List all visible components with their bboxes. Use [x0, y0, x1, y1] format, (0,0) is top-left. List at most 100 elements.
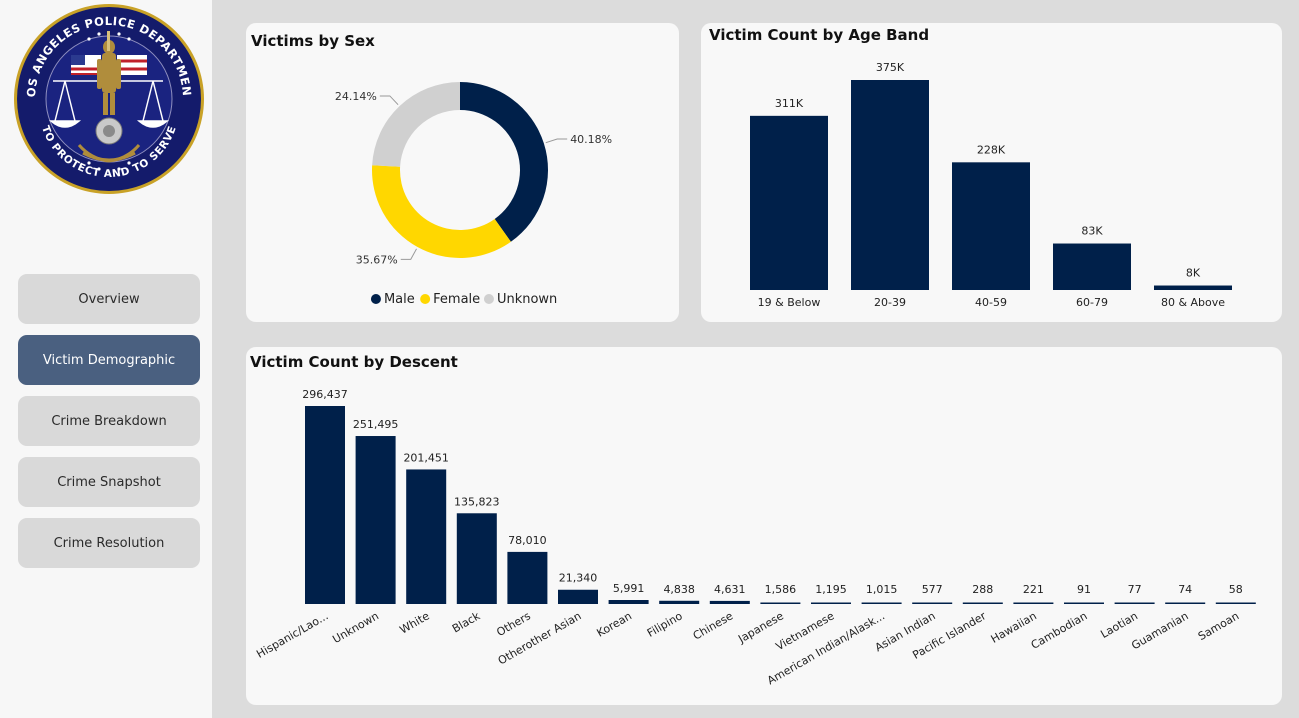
descent-bar-cambodian[interactable]	[1064, 602, 1104, 605]
descent-bar-vietnamese[interactable]	[811, 602, 851, 605]
descent-bar-chinese[interactable]	[709, 600, 750, 604]
descent-bar-asian-indian[interactable]	[912, 602, 953, 605]
donut-leader-line	[545, 138, 568, 144]
descent-category-label: Laotian	[1098, 609, 1140, 641]
legend-label-female[interactable]: Female	[433, 292, 480, 307]
nav-crime-snapshot-label: Crime Snapshot	[57, 474, 161, 490]
descent-value-label: 221	[1023, 583, 1044, 596]
logo-flag-right	[117, 55, 147, 75]
descent-chart: 296,437 Hispanic/Lao... 251,495 Unknown 201,…	[254, 388, 1256, 687]
descent-category-label: White	[397, 609, 431, 636]
descent-value-label: 288	[972, 583, 993, 596]
age-bar-80-above[interactable]	[1154, 285, 1232, 290]
descent-bar-hispanic-lao[interactable]	[305, 406, 345, 604]
logo-laurel-icon	[77, 144, 141, 163]
descent-bar-laotian[interactable]	[1114, 602, 1155, 605]
age-value-label: 375K	[876, 61, 905, 74]
nav-overview-label: Overview	[78, 291, 140, 307]
descent-value-label: 74	[1178, 583, 1192, 596]
descent-category-label: Filipino	[645, 609, 685, 640]
descent-category-label: Chinese	[691, 609, 736, 642]
descent-value-label: 5,991	[613, 582, 645, 595]
age-bar-19-below[interactable]	[750, 115, 828, 290]
donut-slice-male[interactable]	[460, 82, 548, 242]
age-category-label: 40-59	[975, 296, 1007, 309]
nav-crime-resolution[interactable]: Crime Resolution	[18, 518, 200, 568]
descent-bar-otherother-asian[interactable]	[558, 589, 598, 604]
descent-value-label: 1,015	[866, 583, 898, 596]
age-category-label: 80 & Above	[1161, 296, 1225, 309]
logo-statue-icon	[97, 31, 121, 115]
descent-bar-white[interactable]	[406, 469, 447, 604]
descent-title: Victim Count by Descent	[250, 353, 458, 371]
legend-dot-male	[370, 294, 381, 304]
donut-label-unknown: 24.14%	[335, 90, 377, 103]
donut-slice-female[interactable]	[372, 165, 511, 258]
logo-scales-icon	[48, 80, 170, 128]
nav-crime-snapshot[interactable]: Crime Snapshot	[18, 457, 200, 507]
descent-category-label: Korean	[595, 609, 635, 639]
descent-value-label: 1,195	[815, 583, 847, 596]
age-value-label: 83K	[1081, 225, 1103, 238]
victims-by-sex-card: Victims by Sex 40.18% 35.67% 24.14% Male Fe…	[246, 23, 679, 322]
descent-category-label: Black	[450, 609, 483, 635]
descent-value-label: 201,451	[403, 451, 449, 464]
descent-bar-japanese[interactable]	[760, 602, 801, 605]
descent-category-label: Samoan	[1196, 609, 1241, 643]
nav-victim-demographic-label: Victim Demographic	[42, 352, 176, 368]
descent-value-label: 91	[1077, 583, 1091, 596]
donut-slice-unknown[interactable]	[372, 82, 460, 167]
descent-category-label: Unknown	[330, 609, 381, 646]
descent-bar-filipino[interactable]	[659, 600, 700, 604]
descent-card: Victim Count by Descent 296,437 Hispanic/…	[246, 347, 1282, 705]
descent-bar-unknown[interactable]	[355, 436, 396, 604]
descent-bar-american-indian-alask[interactable]	[861, 602, 902, 605]
legend-dot-unknown	[483, 294, 494, 304]
descent-value-label: 77	[1128, 583, 1142, 596]
age-category-label: 19 & Below	[758, 296, 821, 309]
legend-dot-female	[420, 294, 431, 304]
descent-bar-others[interactable]	[507, 551, 548, 604]
descent-value-label: 21,340	[559, 572, 598, 585]
age-bar-20-39[interactable]	[851, 80, 929, 290]
age-bar-40-59[interactable]	[952, 162, 1030, 290]
descent-bar-guamanian[interactable]	[1165, 602, 1206, 605]
descent-value-label: 577	[922, 583, 943, 596]
descent-bar-black[interactable]	[456, 513, 497, 604]
descent-bar-pacific-islander[interactable]	[962, 602, 1003, 605]
legend-label-unknown[interactable]: Unknown	[497, 292, 557, 307]
age-value-label: 311K	[775, 97, 804, 110]
logo-badge-center	[103, 125, 115, 137]
logo-stars-icon	[87, 32, 131, 171]
descent-value-label: 58	[1229, 583, 1243, 596]
age-bar-60-79[interactable]	[1053, 243, 1131, 290]
nav-crime-resolution-label: Crime Resolution	[53, 535, 165, 551]
descent-value-label: 251,495	[353, 418, 399, 431]
age-category-label: 60-79	[1076, 296, 1108, 309]
descent-category-label: Others	[494, 609, 533, 639]
age-band-chart: 311K 19 & Below 375K 20-39 228K 40-59 83K 60-79…	[750, 61, 1232, 309]
descent-value-label: 1,586	[765, 583, 797, 596]
descent-bar-hawaiian[interactable]	[1013, 602, 1054, 605]
age-band-title: Victim Count by Age Band	[709, 26, 930, 44]
nav-crime-breakdown[interactable]: Crime Breakdown	[18, 396, 200, 446]
victims-by-sex-title: Victims by Sex	[251, 32, 375, 50]
descent-value-label: 135,823	[454, 495, 500, 508]
descent-value-label: 296,437	[302, 388, 348, 401]
age-value-label: 228K	[977, 143, 1006, 156]
descent-bar-korean[interactable]	[608, 599, 649, 604]
legend-label-male[interactable]: Male	[384, 292, 415, 307]
donut-label-female: 35.67%	[356, 253, 398, 266]
descent-category-label: Cambodian	[1029, 609, 1090, 652]
descent-category-label: Otherother Asian	[496, 609, 584, 667]
nav-overview[interactable]: Overview	[18, 274, 200, 324]
descent-category-label: Hispanic/Lao...	[254, 609, 330, 660]
nav-victim-demographic[interactable]: Victim Demographic	[18, 335, 200, 385]
descent-bar-samoan[interactable]	[1215, 602, 1256, 605]
age-category-label: 20-39	[874, 296, 906, 309]
donut-leader-line	[379, 95, 399, 106]
nav-crime-breakdown-label: Crime Breakdown	[51, 413, 167, 429]
logo-flag-canton	[71, 55, 85, 65]
